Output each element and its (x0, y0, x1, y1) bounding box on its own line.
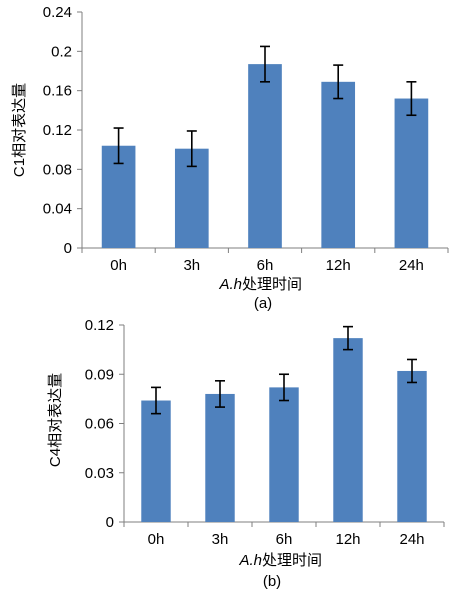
chart-a-category-label: 12h (326, 257, 351, 274)
chart-b-ytick-label: 0.09 (85, 366, 114, 383)
chart-a-category-label: 3h (183, 257, 200, 274)
chart-b-xlabel-rest: 处理时间 (262, 552, 322, 569)
chart-a-ytick-label: 0.16 (43, 83, 72, 100)
chart-a-bar (248, 64, 282, 248)
chart-b-bar (269, 387, 299, 522)
chart-a-yaxis-title: C1相对表达量 (11, 83, 28, 177)
chart-b-ytick-label: 0 (106, 514, 114, 531)
chart-a-category-label: 24h (399, 257, 424, 274)
chart-a-bar (321, 81, 356, 248)
chart-b-bar (205, 393, 235, 522)
chart-a-ytick-label: 0.04 (43, 201, 72, 218)
chart-b-caption: (b) (263, 573, 281, 590)
chart-b-bar (333, 338, 363, 522)
chart-a: C1相对表达量 A.h 处理时间 (a) 0 0.04 0.08 0.12 0.16 0.… (11, 4, 449, 312)
chart-b-yaxis-title: C4相对表达量 (47, 373, 64, 467)
chart-b-category-label: 0h (148, 531, 165, 548)
chart-b: C4相对表达量 A.h 处理时间 (b) 0 0.03 0.06 0.09 0.12 0h… (47, 317, 445, 590)
chart-b-category-label: 3h (212, 531, 229, 548)
chart-a-ytick-label: 0.2 (51, 43, 72, 60)
chart-a-ytick-label: 0.24 (43, 4, 72, 21)
chart-b-bar (397, 370, 427, 522)
chart-a-ytick-label: 0 (64, 240, 72, 257)
chart-a-caption: (a) (254, 295, 272, 312)
chart-a-ylabel: C1相对表达量 (11, 83, 28, 177)
chart-a-ytick-label: 0.08 (43, 161, 72, 178)
chart-b-ytick-label: 0.06 (85, 416, 114, 433)
chart-b-xlabel-italic: A.h (238, 552, 262, 569)
chart-a-xlabel-italic: A.h (218, 276, 242, 293)
chart-b-ytick-label: 0.12 (85, 317, 114, 334)
chart-b-bar (141, 400, 171, 522)
chart-a-category-label: 6h (257, 257, 274, 274)
chart-b-category-label: 12h (335, 531, 360, 548)
chart-a-category-label: 0h (110, 257, 127, 274)
chart-b-category-label: 6h (276, 531, 293, 548)
chart-a-bar (394, 98, 429, 249)
chart-b-ytick-label: 0.03 (85, 465, 114, 482)
chart-a-ytick-label: 0.12 (43, 122, 72, 139)
chart-b-ylabel: C4相对表达量 (47, 373, 64, 467)
chart-b-category-label: 24h (399, 531, 424, 548)
chart-a-xlabel-rest: 处理时间 (242, 276, 302, 293)
